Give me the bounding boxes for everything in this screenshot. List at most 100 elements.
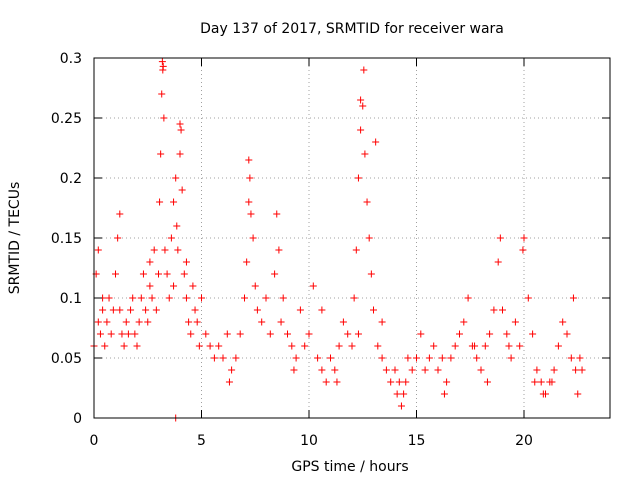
y-tick-label: 0.3 — [60, 51, 82, 67]
data-point — [477, 366, 485, 374]
data-point — [374, 342, 382, 350]
y-tick-label: 0.05 — [51, 351, 82, 367]
data-point — [133, 342, 141, 350]
data-point — [438, 354, 446, 362]
data-point — [481, 342, 489, 350]
data-point — [116, 306, 124, 314]
data-point — [258, 318, 266, 326]
data-point — [559, 318, 567, 326]
data-point — [339, 318, 347, 326]
axis-ticks — [93, 57, 610, 419]
data-point — [296, 306, 304, 314]
data-point — [191, 306, 199, 314]
data-point — [520, 234, 528, 242]
data-point — [357, 126, 365, 134]
data-point — [563, 330, 571, 338]
data-point — [357, 96, 365, 104]
data-point — [223, 330, 231, 338]
data-point — [305, 330, 313, 338]
y-tick-label: 0 — [73, 411, 82, 427]
data-point — [114, 234, 122, 242]
y-axis-label: SRMTID / TECUs — [7, 182, 23, 295]
data-point — [198, 294, 205, 302]
data-point — [569, 294, 577, 302]
data-point — [210, 354, 218, 362]
data-point — [232, 354, 240, 362]
data-point — [318, 306, 326, 314]
data-point — [129, 294, 137, 302]
data-point — [360, 66, 368, 74]
data-point — [116, 210, 124, 218]
data-point — [440, 390, 448, 398]
data-point — [109, 306, 117, 314]
data-point — [499, 306, 506, 314]
y-tick-label: 0.2 — [60, 171, 82, 187]
data-point — [158, 90, 166, 98]
data-point — [425, 354, 433, 362]
data-point — [236, 330, 244, 338]
data-point — [511, 318, 519, 326]
data-point — [574, 390, 582, 398]
y-tick-label: 0.15 — [51, 231, 82, 247]
data-point — [148, 294, 156, 302]
data-point — [206, 342, 214, 350]
data-point — [327, 354, 334, 362]
data-point — [483, 378, 491, 386]
data-point — [507, 354, 515, 362]
data-point — [430, 342, 438, 350]
data-point — [408, 366, 416, 374]
data-point — [361, 150, 369, 158]
data-point — [146, 282, 154, 290]
data-point — [529, 330, 537, 338]
data-point — [550, 366, 558, 374]
data-point — [275, 246, 283, 254]
y-tick-label: 0.25 — [51, 111, 82, 127]
data-point — [331, 366, 339, 374]
data-point — [533, 366, 541, 374]
data-point — [404, 354, 412, 362]
data-point — [172, 174, 180, 182]
data-point — [524, 294, 532, 302]
data-point — [96, 330, 104, 338]
data-point — [94, 318, 102, 326]
data-point — [161, 246, 169, 254]
data-point — [251, 282, 259, 290]
data-point — [246, 174, 254, 182]
data-point — [344, 330, 352, 338]
data-point — [249, 234, 257, 242]
data-point — [335, 342, 343, 350]
data-point — [451, 342, 459, 350]
data-point — [185, 318, 193, 326]
data-point — [473, 354, 481, 362]
data-point — [180, 270, 188, 278]
data-point — [471, 342, 479, 350]
data-point — [163, 270, 171, 278]
data-point — [107, 330, 115, 338]
data-point — [271, 270, 279, 278]
data-point — [443, 378, 451, 386]
data-point — [519, 246, 527, 254]
data-point — [174, 246, 182, 254]
data-point — [105, 294, 113, 302]
data-point — [228, 366, 236, 374]
data-point — [219, 354, 227, 362]
data-point — [127, 306, 135, 314]
data-point — [456, 330, 463, 338]
data-point — [135, 318, 143, 326]
data-point — [178, 186, 186, 194]
data-point — [352, 246, 360, 254]
data-point — [245, 198, 253, 206]
data-point — [170, 282, 178, 290]
data-point — [150, 246, 158, 254]
data-point — [124, 330, 132, 338]
data-point — [156, 198, 164, 206]
data-point — [434, 366, 442, 374]
data-point — [284, 330, 291, 338]
x-tick-label: 0 — [90, 433, 99, 449]
data-point — [400, 390, 408, 398]
data-point — [167, 234, 175, 242]
data-point — [165, 294, 173, 302]
data-point — [144, 318, 152, 326]
data-point — [567, 354, 575, 362]
